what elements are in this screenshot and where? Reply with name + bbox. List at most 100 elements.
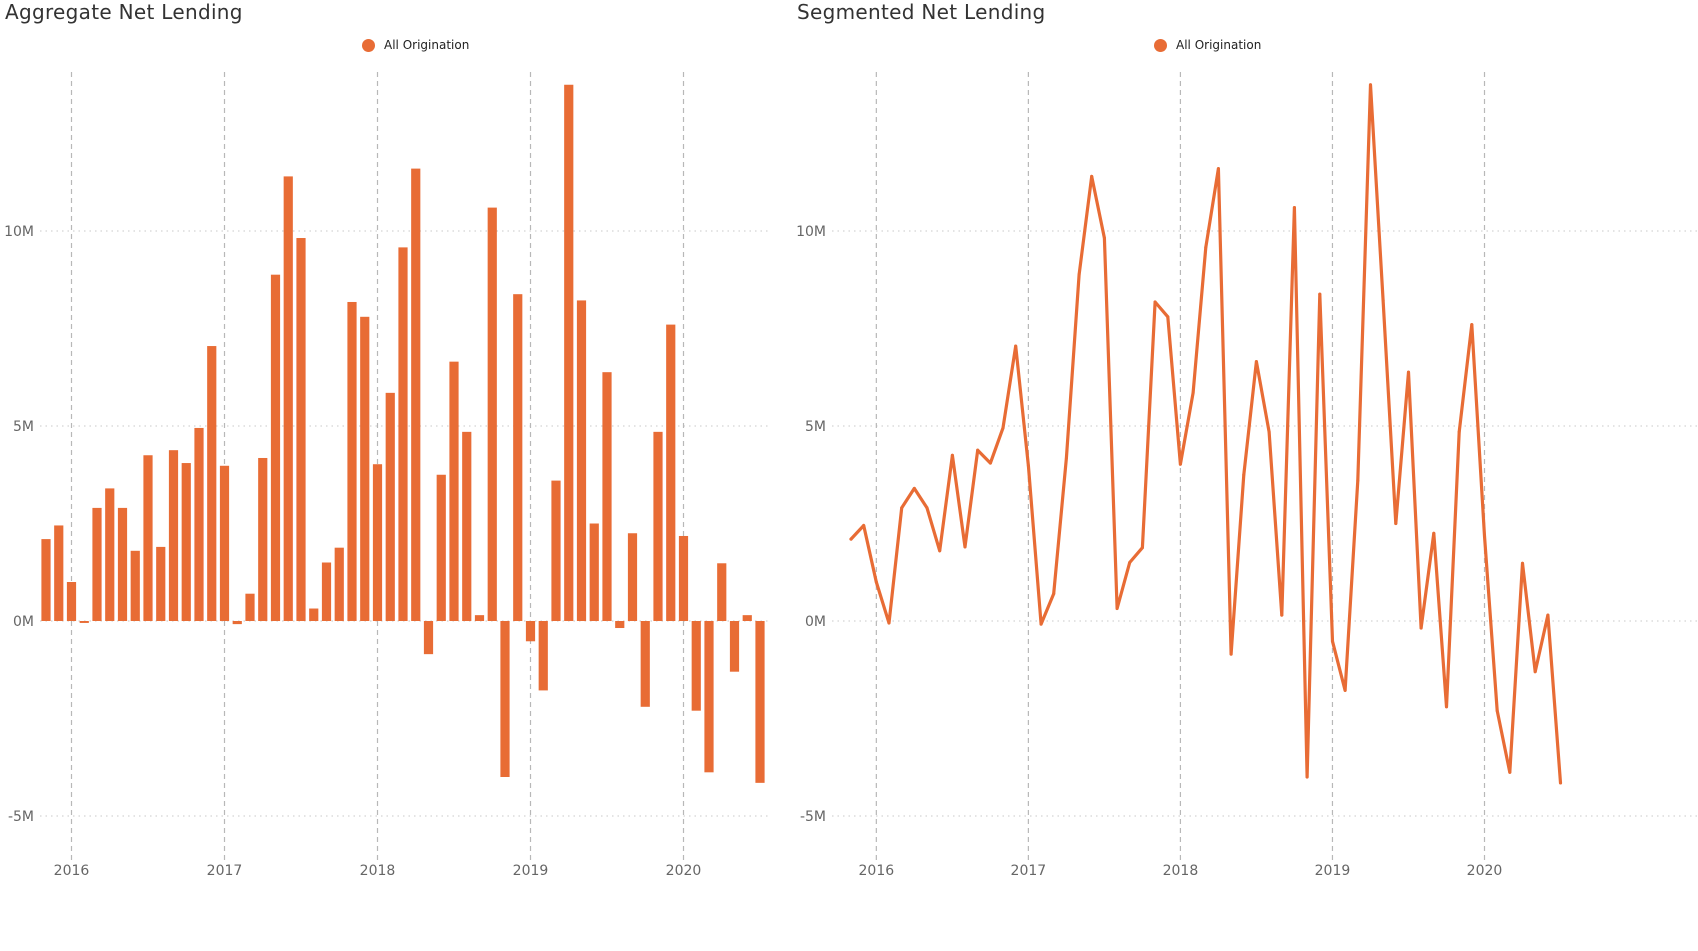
data-point	[900, 506, 904, 510]
x-tick-label: 2017	[1011, 863, 1047, 879]
x-tick-label: 2019	[1315, 863, 1351, 879]
data-point	[1026, 464, 1030, 468]
bar	[436, 474, 446, 621]
data-point	[976, 448, 980, 452]
data-point	[1406, 370, 1410, 374]
data-point	[950, 453, 954, 457]
bar	[232, 621, 242, 625]
data-point	[1052, 592, 1056, 596]
data-point	[1178, 462, 1182, 466]
bar	[449, 361, 459, 621]
bar	[513, 294, 523, 621]
chart-legend[interactable]: All Origination	[1154, 38, 1261, 52]
bar	[66, 582, 77, 621]
bar	[691, 621, 701, 711]
data-point	[1483, 534, 1486, 538]
data-point	[1115, 607, 1119, 611]
data-point	[1305, 775, 1309, 779]
data-point	[1546, 613, 1550, 617]
bar	[105, 488, 115, 621]
bar	[168, 450, 179, 621]
bar	[130, 550, 140, 621]
data-point	[1495, 709, 1499, 713]
data-point	[1140, 546, 1144, 550]
bar	[653, 431, 663, 621]
bar	[321, 562, 332, 621]
y-tick-label: 0M	[13, 614, 34, 630]
chart-title: Segmented Net Lending	[797, 0, 1046, 24]
bar	[258, 457, 268, 621]
data-point	[1254, 360, 1258, 364]
data-point	[1166, 315, 1170, 319]
legend-marker-icon	[1154, 38, 1167, 52]
data-point	[988, 461, 992, 465]
data-point	[1508, 770, 1512, 774]
bar	[576, 300, 587, 621]
bar	[602, 372, 612, 621]
data-point	[1356, 479, 1360, 483]
data-point	[912, 486, 916, 490]
data-point	[1077, 273, 1081, 277]
bar	[462, 431, 472, 621]
bar	[372, 464, 383, 621]
bar	[729, 621, 740, 672]
chart-legend[interactable]: All Origination	[362, 38, 469, 52]
bar	[678, 535, 689, 621]
data-point	[1191, 391, 1195, 395]
x-tick-label: 2019	[513, 863, 549, 879]
bar	[347, 301, 357, 621]
bar	[627, 533, 638, 621]
bar	[717, 563, 727, 621]
data-point	[1280, 613, 1284, 617]
bar	[500, 621, 510, 777]
data-point	[1330, 639, 1334, 643]
legend-label: All Origination	[384, 38, 470, 52]
bar	[219, 465, 230, 621]
data-point	[887, 621, 891, 625]
bar	[117, 507, 128, 621]
legend-label: All Origination	[1176, 38, 1262, 52]
data-point	[938, 549, 942, 553]
bar	[640, 621, 650, 707]
aggregate-net-lending-chart: 10M 5M 0M -5M 2016 2017 2018 2019 2020	[4, 72, 770, 879]
data-point	[1292, 206, 1296, 210]
data-point	[1102, 236, 1106, 240]
bar	[79, 621, 89, 623]
bar	[385, 392, 395, 621]
bar	[181, 463, 191, 621]
data-point	[1153, 300, 1157, 304]
data-point	[1090, 174, 1094, 178]
data-point	[849, 537, 853, 541]
segmented-net-lending-panel: 10M 5M 0M -5M 2016 2017 2018 2019 2020 Segmented…	[792, 0, 1698, 951]
data-point	[1318, 292, 1322, 296]
bar	[538, 621, 548, 691]
y-gridlines	[832, 230, 1698, 817]
bar	[309, 608, 319, 621]
chart-title: Aggregate Net Lending	[5, 0, 243, 24]
x-tick-label: 2018	[1163, 863, 1199, 879]
data-point	[1229, 652, 1233, 656]
bar	[525, 621, 536, 642]
bar	[283, 176, 293, 621]
data-point	[963, 545, 967, 549]
bar	[296, 238, 306, 621]
bar-series	[41, 84, 765, 783]
bar	[41, 539, 51, 621]
x-tick-label: 2020	[666, 863, 702, 879]
y-tick-label: 0M	[805, 614, 826, 630]
data-point	[1064, 456, 1068, 460]
data-point	[1521, 561, 1525, 565]
bar	[551, 480, 561, 621]
data-point	[1419, 626, 1423, 630]
data-point	[1014, 344, 1018, 348]
bar	[411, 168, 421, 621]
bar	[474, 615, 485, 621]
bar	[564, 84, 574, 621]
bar	[589, 523, 599, 621]
data-point	[1470, 323, 1474, 327]
line-points	[849, 83, 1563, 785]
bar	[666, 324, 676, 621]
data-point	[1242, 473, 1246, 477]
bar	[54, 525, 64, 621]
bar	[156, 546, 166, 621]
